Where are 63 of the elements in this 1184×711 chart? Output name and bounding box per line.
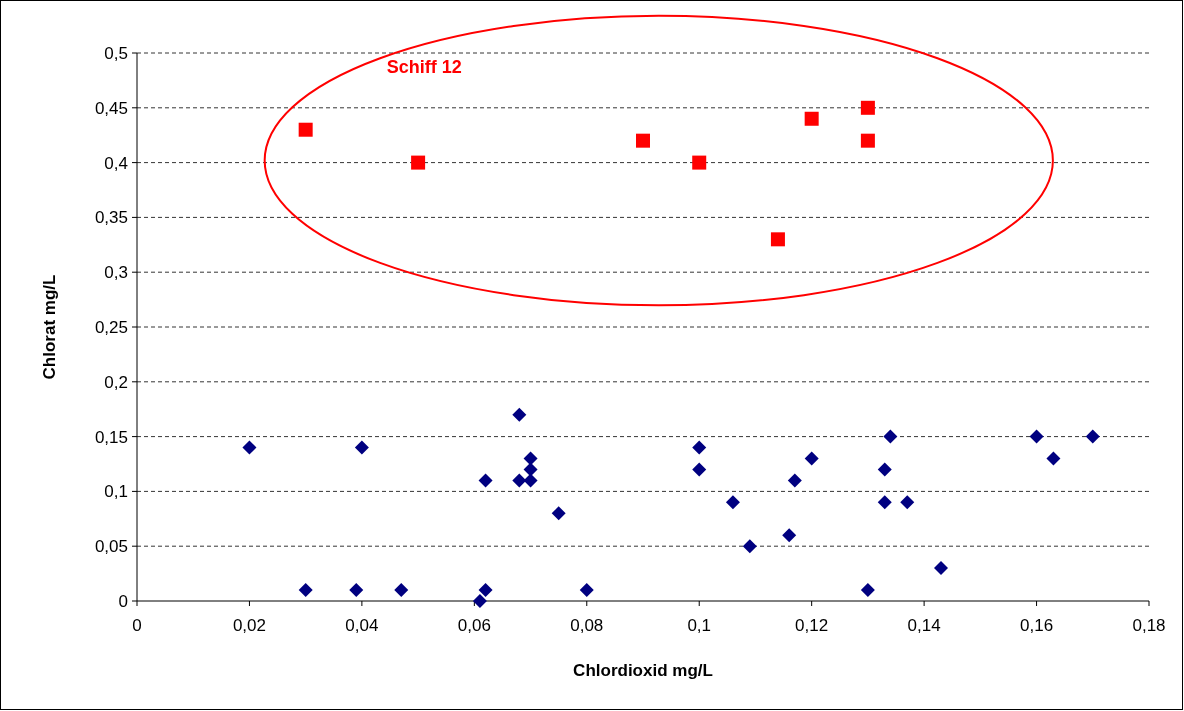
point [242,440,257,455]
x-tick-label: 0,18 [1132,616,1166,635]
point [298,583,313,598]
y-tick-label: 0 [118,591,128,611]
y-tick-label: 0,05 [94,537,128,557]
point [411,155,426,170]
y-tick-label: 0,2 [104,372,128,392]
point [1085,429,1100,444]
y-tick-label: 0,1 [104,482,128,502]
point [354,440,369,455]
y-tick-label: 0,35 [94,208,128,228]
x-tick-label: 0,1 [687,616,712,635]
x-tick-label: 0,06 [457,616,491,635]
point [742,539,757,554]
y-tick-label: 0,15 [94,427,128,447]
y-tick-label: 0,4 [104,153,128,173]
point [877,462,892,477]
point [860,100,875,115]
point [787,473,802,488]
point [523,473,538,488]
x-tick-label: 0,14 [907,616,941,635]
point [883,429,898,444]
x-axis-title: Chlordioxid mg/L [573,661,713,680]
point [512,473,527,488]
point [933,561,948,576]
point [394,583,409,598]
point [877,495,892,510]
point [1029,429,1044,444]
point [900,495,915,510]
point [636,133,650,148]
x-tick-label: 0,08 [570,616,604,635]
x-tick-label: 0,02 [232,616,266,635]
point [1046,451,1061,466]
annotation: Schiff 12 [386,56,462,77]
y-tick-label: 0,25 [94,317,128,337]
x-tick-label: 0,16 [1020,616,1054,635]
point [523,451,538,466]
point [860,583,875,598]
point [579,583,594,598]
point [478,473,493,488]
point [472,594,487,608]
y-tick-label: 0,45 [94,98,128,118]
point [692,155,707,170]
point [523,462,538,477]
point [725,495,740,510]
x-tick-label: 0 [132,616,142,635]
point [860,133,875,148]
y-tick-label: 0,5 [104,43,128,63]
point [692,440,707,455]
point [804,111,819,126]
point [298,122,313,137]
x-tick-label: 0,04 [345,616,379,635]
point [770,232,785,247]
point [512,407,527,422]
point [804,451,819,466]
point [478,583,493,598]
point [692,462,707,477]
point [782,528,797,543]
point [551,506,566,521]
y-tick-label: 0,3 [104,263,128,283]
point [349,583,364,598]
x-tick-label: 0,12 [795,616,829,635]
y-axis-title: Chlorat mg/L [40,274,59,380]
